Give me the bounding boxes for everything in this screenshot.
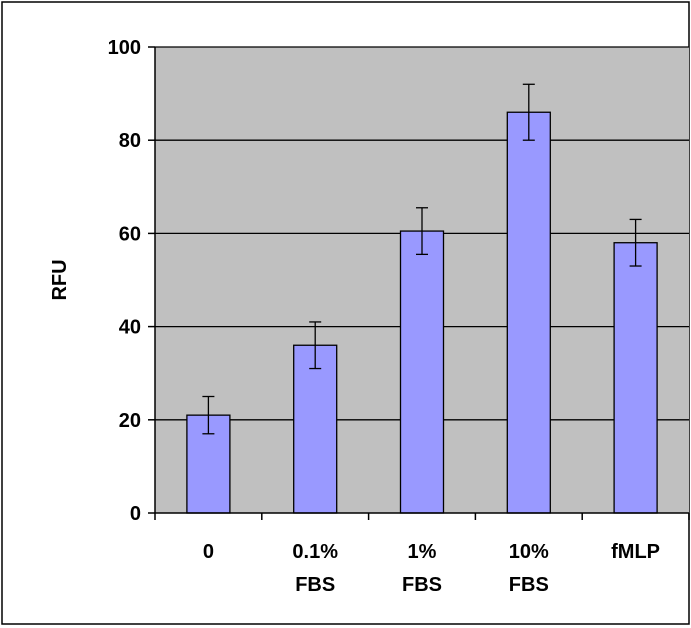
- bar: [506, 111, 551, 514]
- x-tick-label: 10% FBS: [509, 541, 549, 596]
- y-tick-label: 60: [119, 223, 141, 245]
- y-axis-title: RFU: [49, 259, 71, 300]
- error-bars: [202, 83, 642, 435]
- y-tick-label: 80: [119, 130, 141, 152]
- x-tick-labels: 0 0.1% FBS 1% FBS 10% FBS fMLP: [203, 541, 660, 596]
- bar: [399, 230, 445, 514]
- y-tick-label: 0: [130, 503, 141, 525]
- y-tick-label: 100: [108, 37, 141, 59]
- x-tick-label: 1% FBS: [402, 541, 442, 596]
- axes: [148, 46, 690, 520]
- y-tick-label: 40: [119, 317, 141, 339]
- x-tick-label: fMLP: [611, 541, 660, 563]
- x-tick-label: 0: [203, 541, 214, 563]
- y-tick-labels: 0 20 40 60 80 100: [108, 37, 141, 525]
- bar: [293, 344, 338, 514]
- x-tick-label: 0.1% FBS: [292, 541, 338, 596]
- bar: [613, 242, 658, 514]
- y-tick-label: 20: [119, 410, 141, 432]
